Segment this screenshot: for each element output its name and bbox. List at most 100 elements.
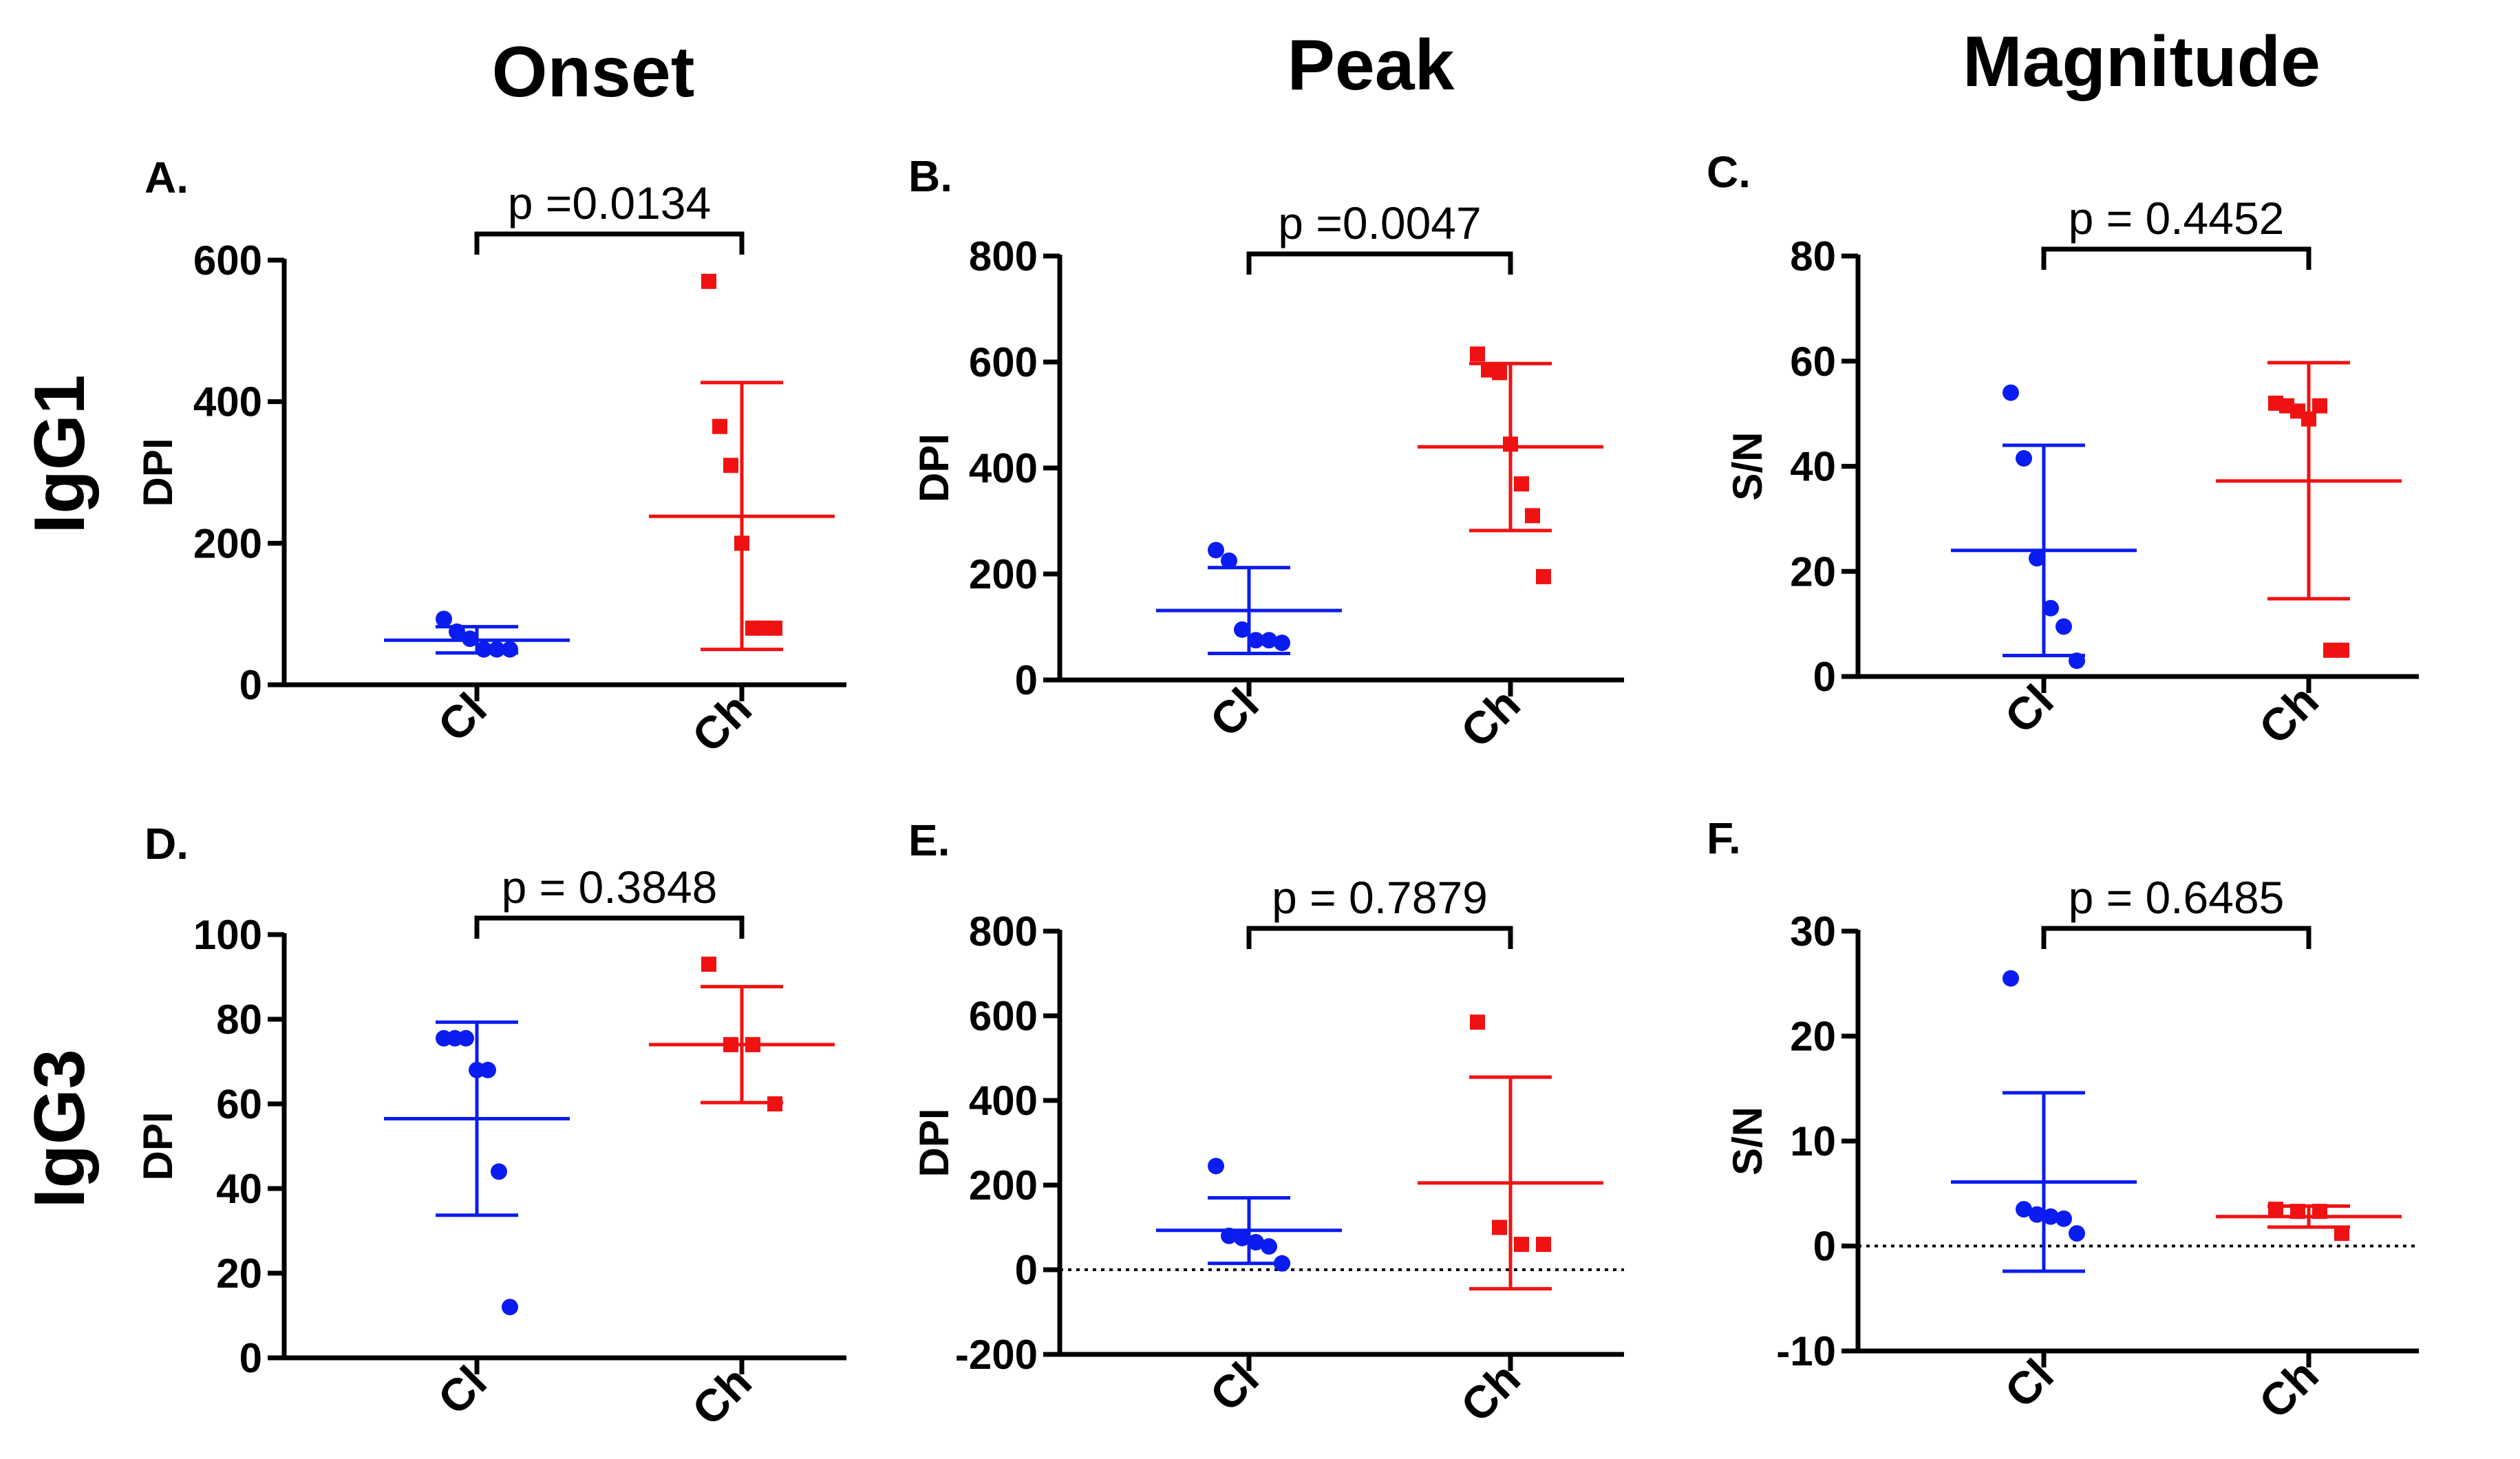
data-point: [2069, 1225, 2085, 1242]
series-ch: [1418, 1014, 1603, 1291]
data-point: [2029, 550, 2045, 567]
y-axis-title: DPI: [911, 434, 957, 502]
p-value-label: p = 0.6485: [2069, 872, 2285, 923]
y-tick-label: 800: [969, 233, 1038, 279]
y-axis-title: S/N: [1725, 1107, 1771, 1175]
y-tick-label: 20: [1790, 549, 1836, 595]
y-tick-label: 60: [216, 1081, 262, 1127]
data-point: [2003, 970, 2019, 987]
x-category-label-ch: Ch: [2249, 675, 2328, 754]
panel-b: B. 0 200 400 600 800 DPI Cl Ch p =0.0047: [908, 151, 1624, 757]
significance-bracket: [1246, 926, 1513, 949]
data-point: [462, 630, 478, 648]
y-tick-label: 400: [969, 1078, 1038, 1124]
y-tick-label: 600: [969, 993, 1038, 1039]
data-point: [2334, 642, 2349, 658]
x-category-label-cl: Cl: [1995, 675, 2063, 743]
significance-bracket: [2041, 246, 2311, 270]
data-point: [767, 1096, 782, 1111]
y-tick-label: 0: [1015, 1247, 1038, 1293]
p-value-label: p = 0.4452: [2069, 193, 2285, 244]
row-title-igg1: IgG1: [20, 374, 100, 533]
panel-letter: B.: [908, 151, 952, 201]
p-value-label: p =0.0047: [1278, 198, 1481, 248]
y-tick-label: 30: [1790, 908, 1836, 955]
p-value-label: p = 0.7879: [1272, 872, 1488, 923]
y-tick-label: 0: [239, 1335, 262, 1381]
data-point: [1234, 621, 1250, 638]
data-point: [1274, 1255, 1290, 1272]
panel-letter: E.: [908, 816, 950, 865]
row-title-igg3: IgG3: [20, 1049, 100, 1208]
series-cl: [1951, 384, 2137, 670]
data-point: [701, 957, 716, 972]
y-tick-label: 20: [1790, 1014, 1836, 1060]
data-point: [2042, 1208, 2059, 1225]
panel-e: E. -200 0 200 400 600 800 DPI Cl Ch p = 0.7879: [908, 816, 1624, 1431]
data-point: [734, 535, 749, 551]
data-point: [2290, 1204, 2305, 1220]
data-point: [1234, 1229, 1250, 1246]
y-tick-label: 20: [216, 1250, 262, 1297]
data-point: [2016, 450, 2032, 467]
y-tick-label: 0: [1015, 657, 1038, 703]
significance-bracket: [1246, 251, 1513, 275]
y-tick-label: 10: [1790, 1118, 1836, 1164]
y-axis-title: DPI: [135, 1111, 181, 1180]
x-category-label-ch: Ch: [1451, 1353, 1530, 1432]
data-point: [1248, 632, 1264, 649]
x-category-label-ch: Ch: [1451, 679, 1530, 758]
data-point: [476, 641, 492, 658]
data-point: [723, 458, 738, 473]
y-tick-label: 80: [1790, 233, 1836, 279]
panel-f: F. -10 0 10 20 30 S/N Cl Ch p = 0.6485: [1707, 813, 2419, 1428]
data-point: [2003, 384, 2019, 401]
y-axis-title: S/N: [1725, 432, 1771, 500]
y-tick-label: 400: [193, 379, 262, 425]
data-point: [767, 620, 782, 636]
x-category-label-ch: Ch: [682, 1356, 761, 1436]
data-point: [1470, 1014, 1485, 1030]
data-point: [2268, 1202, 2283, 1217]
data-point: [1274, 635, 1290, 652]
y-tick-label: 40: [1790, 444, 1836, 490]
data-point: [2016, 1201, 2032, 1218]
data-point: [1248, 1234, 1264, 1251]
data-point: [1221, 552, 1237, 569]
x-category-label-cl: Cl: [1200, 1353, 1268, 1421]
data-point: [2312, 398, 2327, 414]
data-point: [2334, 1226, 2349, 1242]
y-tick-label: 600: [969, 339, 1038, 385]
data-point: [449, 623, 465, 640]
data-point: [1492, 1220, 1507, 1235]
data-point: [701, 273, 716, 289]
data-point: [2029, 1206, 2045, 1223]
series-ch: [1418, 346, 1603, 584]
data-point: [2055, 1210, 2072, 1227]
data-point: [2301, 411, 2316, 427]
data-point: [458, 1030, 474, 1047]
x-category-label-cl: Cl: [428, 683, 496, 752]
data-point: [1261, 1238, 1277, 1255]
x-category-label-ch: Ch: [682, 683, 761, 763]
data-point: [502, 1299, 518, 1316]
data-point: [2042, 599, 2059, 617]
x-category-label-ch: Ch: [2249, 1350, 2328, 1429]
data-point: [1221, 1227, 1237, 1244]
y-tick-label: 0: [1813, 654, 1836, 700]
y-axis-title: DPI: [911, 1108, 957, 1177]
y-tick-label: 800: [969, 908, 1038, 955]
data-point: [1208, 542, 1224, 559]
data-point: [712, 418, 727, 434]
y-tick-label: 200: [193, 520, 262, 566]
series-cl: [384, 1020, 570, 1316]
y-axis-title: DPI: [135, 438, 181, 507]
data-point: [491, 1163, 507, 1180]
data-point: [480, 1061, 496, 1078]
series-ch: [2216, 1202, 2402, 1242]
panel-d: D. 0 20 40 60 80 100 DPI Cl Ch p = 0.3848: [135, 819, 846, 1435]
data-point: [436, 610, 452, 628]
y-tick-label: 60: [1790, 339, 1836, 385]
